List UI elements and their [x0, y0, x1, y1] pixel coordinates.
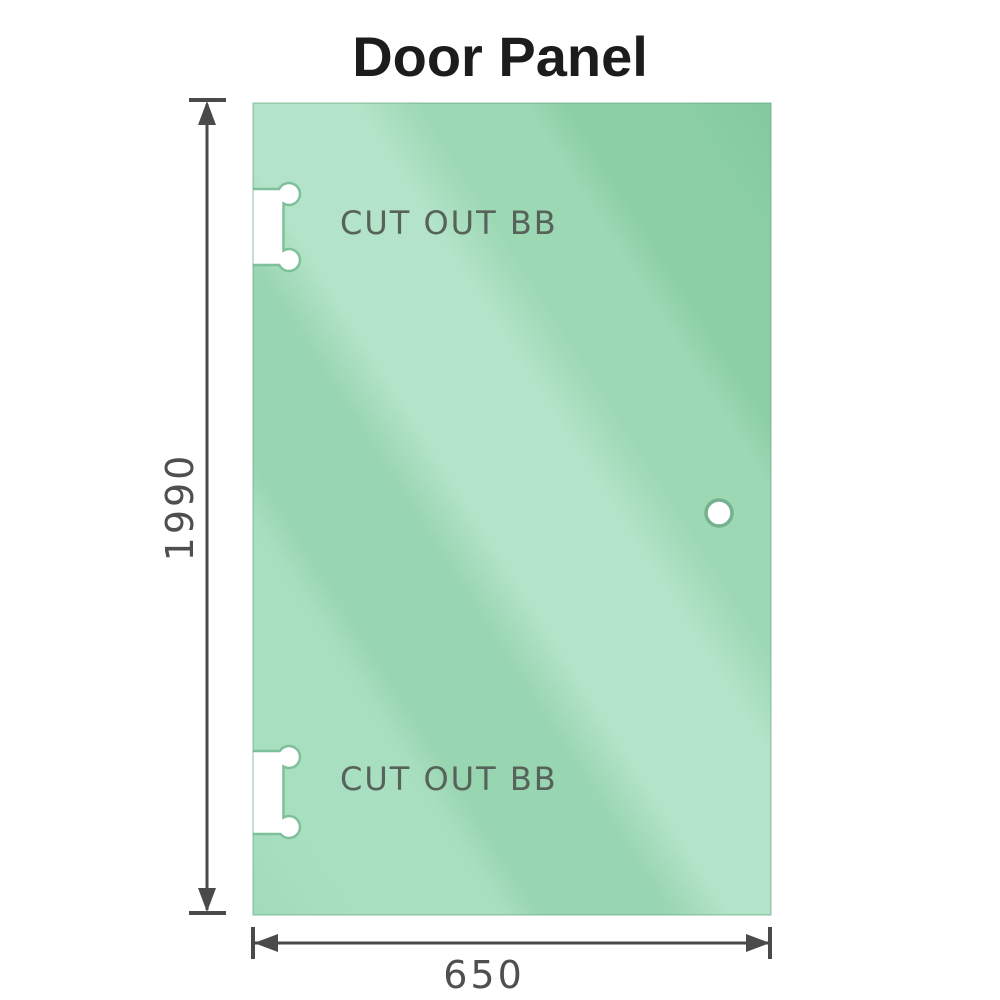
page-title: Door Panel [352, 25, 648, 88]
arrow-right-icon [746, 934, 770, 952]
arrow-down-icon [198, 888, 216, 912]
arrow-up-icon [198, 101, 216, 125]
width-dimension-arrow [251, 927, 772, 959]
arrow-left-icon [254, 934, 278, 952]
cutout-label-top: CUT OUT BB [340, 204, 558, 242]
glass-panel [253, 103, 771, 915]
cutout-label-bottom: CUT OUT BB [340, 760, 558, 798]
glass-panel-edge [252, 102, 772, 916]
hinge-cutout-bottom [253, 744, 302, 840]
hinge-cutout-top [253, 181, 302, 273]
height-dimension-arrow [189, 98, 226, 915]
width-dimension-label: 650 [443, 953, 525, 997]
handle-hole [704, 498, 734, 528]
height-dimension-label: 1990 [158, 452, 202, 562]
